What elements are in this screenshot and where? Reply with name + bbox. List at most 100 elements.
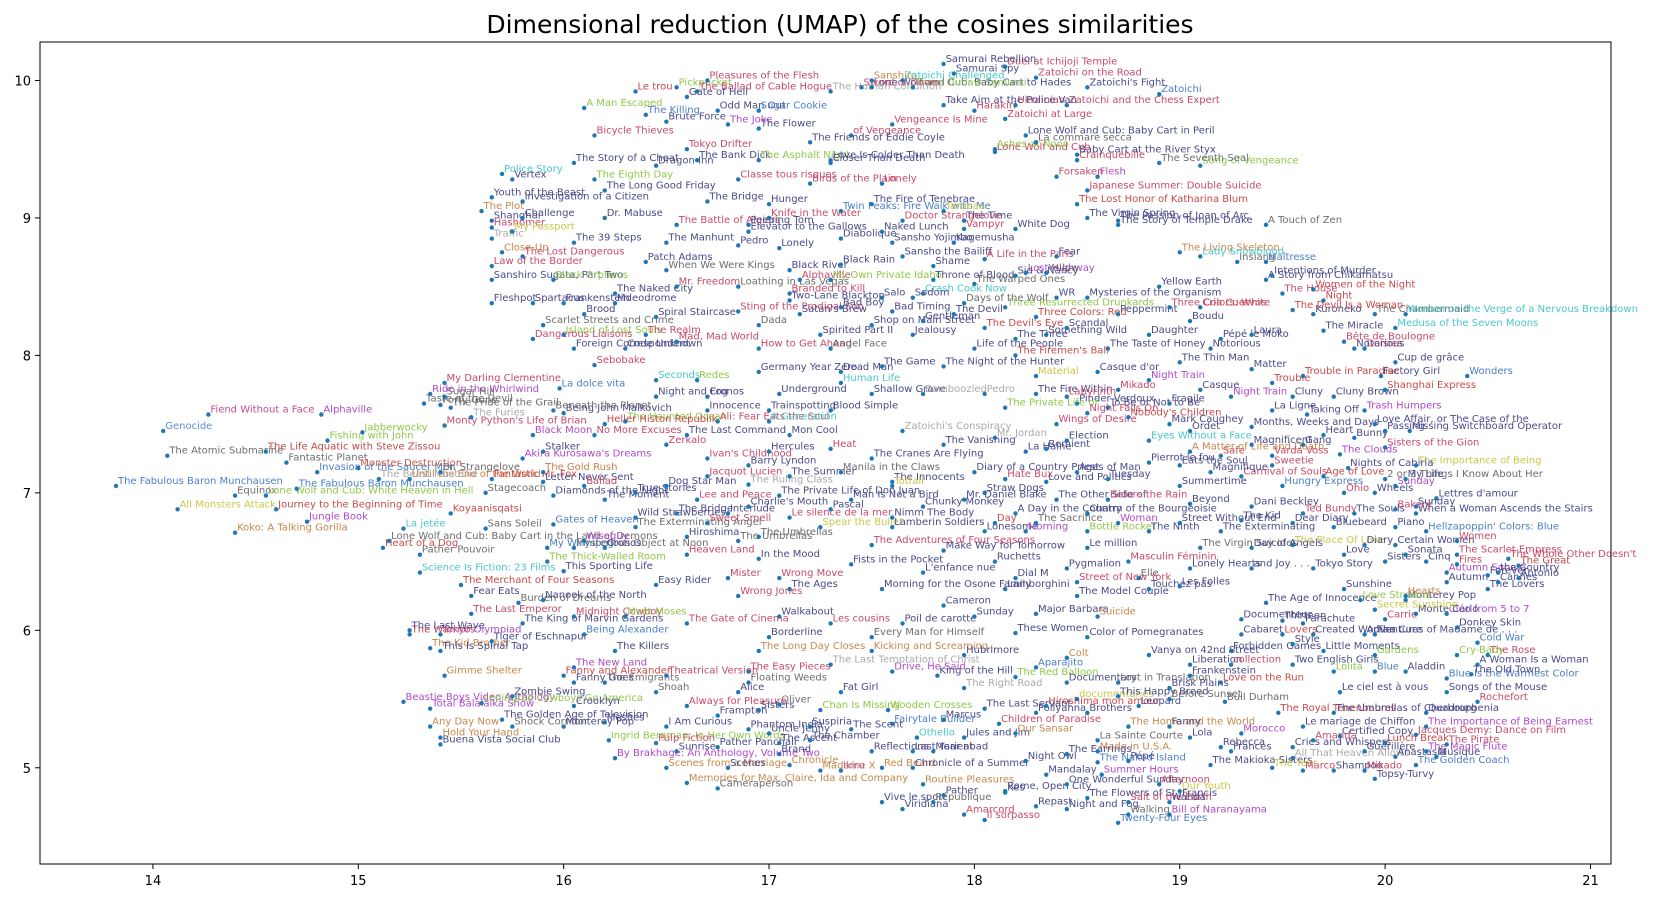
data-point-label: Reflections [874, 741, 929, 752]
data-point [1187, 318, 1193, 324]
data-point [1413, 463, 1419, 468]
data-point-label: Days of the Wolf [966, 293, 1049, 304]
data-point-label: Pickpocket [679, 77, 732, 88]
data-point-label: The Ruling Class [749, 475, 832, 486]
data-point-label: Wings of Desire [1059, 414, 1137, 425]
data-point-label: Morocco [1243, 723, 1285, 734]
data-point-label: Hungry Express [1284, 476, 1363, 487]
data-point-label: Blue Is the Warmest Color [1449, 668, 1580, 679]
data-point [807, 140, 813, 145]
data-point [469, 593, 474, 599]
y-tick-label: 9 [23, 212, 31, 227]
data-point-label: Ohio [1346, 483, 1369, 494]
data-point [746, 669, 751, 674]
data-point [1269, 453, 1275, 458]
data-point [612, 300, 618, 306]
data-point-label: The Time [965, 211, 1012, 222]
data-point [1382, 559, 1388, 564]
x-tick-label: 14 [145, 874, 162, 889]
data-point [961, 685, 967, 691]
data-point-label: Innocence [709, 400, 760, 411]
data-point-label: Police Story [504, 164, 563, 175]
data-point [1023, 758, 1028, 764]
data-point-label: The Age of Innocence [1267, 593, 1377, 604]
data-point-label: The Fire of Tenebrae [873, 194, 975, 205]
data-point [900, 428, 905, 434]
data-point [407, 476, 412, 482]
data-point-label: Chronicle [792, 755, 839, 766]
data-point [756, 369, 761, 375]
data-point [1064, 751, 1069, 757]
data-point-label: Daisies [1367, 339, 1403, 350]
data-point [838, 236, 844, 241]
data-point-label: Cries and Whispers [1295, 737, 1391, 748]
data-point [427, 706, 433, 711]
data-point [1033, 373, 1039, 379]
data-point-label: Cold War [1480, 633, 1526, 644]
data-point [489, 639, 494, 644]
data-point [1002, 405, 1008, 410]
data-point [684, 147, 690, 152]
data-point [1300, 621, 1306, 626]
data-point-label: Wanda [1171, 792, 1205, 803]
data-point [1290, 520, 1295, 526]
data-point-label: Heller Histon Republik [607, 414, 718, 425]
data-point [1074, 580, 1080, 585]
data-point-label: Lovers [1284, 624, 1317, 635]
data-point-label: The Lost Dangerous [524, 246, 625, 257]
data-point-label: Dr. Mabuse [607, 208, 663, 219]
data-point [736, 309, 741, 314]
data-point-label: Theatrical Version [667, 666, 758, 677]
data-point [961, 300, 967, 306]
data-point-label: Women [1459, 531, 1497, 542]
data-point [1290, 641, 1295, 647]
data-point-label: Japanese Summer: Double Suicide [1088, 180, 1261, 191]
data-point [1321, 432, 1326, 438]
data-point-label: Zerkalo [668, 435, 706, 446]
data-point [1187, 501, 1193, 507]
data-point [1222, 699, 1228, 704]
data-point-label: Charlie's Mouth [750, 497, 828, 508]
data-point-label: Material [1038, 366, 1079, 377]
data-point-label: The Souls [1355, 503, 1405, 514]
data-point-label: Bottle Rocket [1089, 521, 1156, 532]
data-point [941, 442, 946, 447]
data-point-label: Mark Caughey [1171, 414, 1243, 425]
data-point-label: Little Moments [1325, 641, 1399, 652]
data-point-label: Odd Man Out [720, 101, 786, 112]
data-point-label: To Be or Not to Be [1109, 398, 1200, 409]
data-point [483, 526, 488, 531]
data-point-label: Foreign Correspondent [576, 339, 690, 350]
data-point-label: of Vengeance [853, 125, 921, 136]
data-point [592, 133, 597, 138]
data-point [664, 240, 669, 245]
data-point-label: Documenteur [1243, 609, 1312, 620]
data-point [879, 181, 885, 186]
data-point-label: Mr. Daniel Blake [966, 490, 1047, 501]
data-point-label: Sans Soleil [488, 519, 542, 530]
data-point [643, 112, 649, 118]
data-point [961, 652, 967, 658]
data-point [540, 449, 546, 454]
data-point-label: The Ascent [780, 733, 837, 744]
data-point-label: Branded to Kill [792, 284, 866, 295]
data-point [1413, 511, 1419, 516]
data-point-label: The Long Good Friday [606, 180, 716, 191]
data-point-label: Insiang [1239, 252, 1275, 263]
data-point-label: Birds of the Plain [812, 174, 897, 185]
data-point-label: Laura [1254, 325, 1282, 336]
data-point-label: Mysteries of the Organism [1089, 288, 1221, 299]
data-point-label: Fiend Without a Face [210, 405, 314, 416]
data-point-label: The Moment [606, 490, 670, 501]
data-point-label: Hate Bux [1007, 469, 1053, 480]
data-point-label: The Last Command [688, 425, 786, 436]
data-point-label: Aladdin [1408, 662, 1446, 673]
data-point-label: The Realm [647, 325, 701, 336]
data-point [602, 680, 607, 685]
data-point-label: The Red Balloon [1016, 667, 1098, 678]
data-point-label: The Furies [472, 407, 525, 418]
data-point-label: Labyrinth [1069, 387, 1116, 398]
data-point [746, 463, 751, 468]
data-point-label: Lola [1192, 728, 1212, 739]
data-point-label: Election [1069, 431, 1109, 442]
